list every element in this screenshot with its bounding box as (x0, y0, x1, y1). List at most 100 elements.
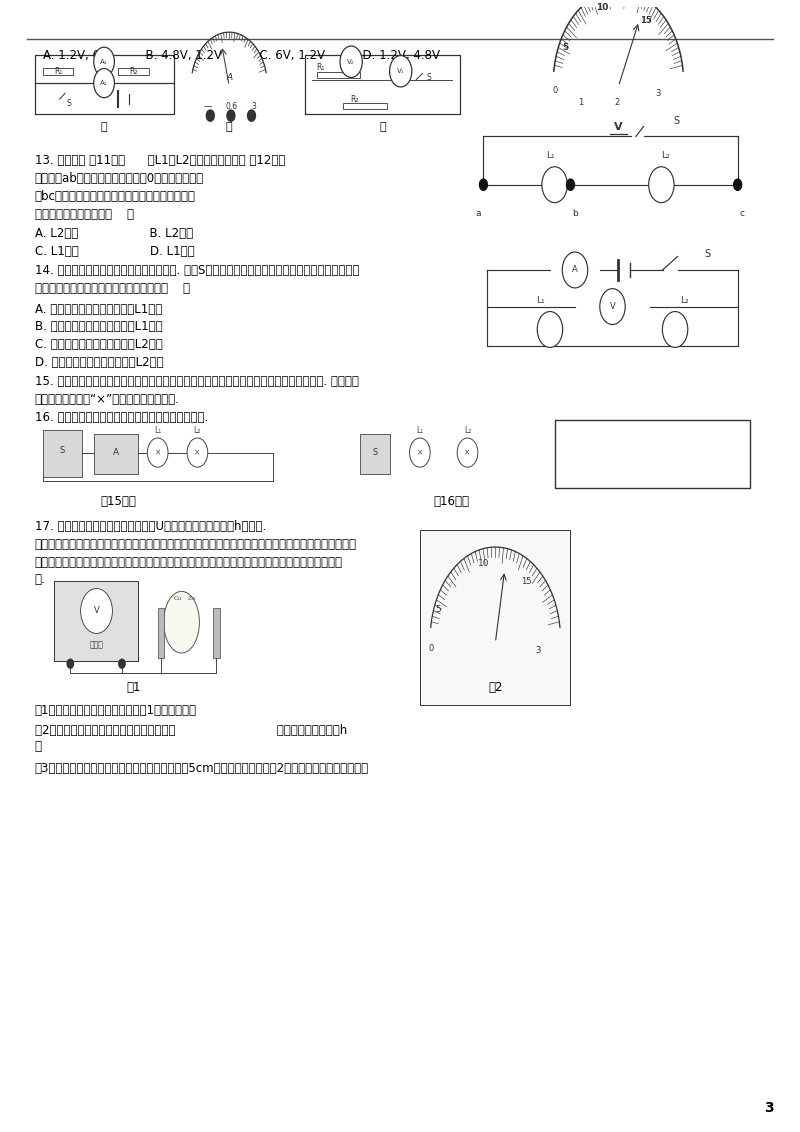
Circle shape (600, 289, 626, 325)
Text: R₂: R₂ (129, 67, 138, 76)
Text: 电压大小与电极插入苹果的深度有怎样的关系呢？本实验小组用如图所示的实验器材对该问题进行探: 电压大小与电极插入苹果的深度有怎样的关系呢？本实验小组用如图所示的实验器材对该问… (34, 556, 342, 569)
Text: （2）实验时，应保持其它条件不变，只改变                           电极插入苹果的深度h: （2）实验时，应保持其它条件不变，只改变 电极插入苹果的深度h (34, 724, 347, 737)
Text: 15. 如图所示电路，只需改变一根导线的连接，就能使电流表同时测出通过两个灯泡的电流. 在要改接: 15. 如图所示电路，只需改变一根导线的连接，就能使电流表同时测出通过两个灯泡的… (34, 376, 358, 388)
Text: D. 电流表指针发生偏转，灯泡L2断路: D. 电流表指针发生偏转，灯泡L2断路 (34, 357, 163, 369)
Text: 13. 如图所示 第11题图      ，L1和L2都不发光，将电压 第12题图: 13. 如图所示 第11题图 ，L1和L2都不发光，将电压 第12题图 (34, 154, 285, 168)
Bar (118, 68, 149, 76)
Circle shape (734, 179, 742, 190)
Circle shape (458, 438, 478, 468)
Text: V: V (94, 607, 99, 616)
Text: 16. 根据丙实物图，在答题纸方框内画出它的电路图.: 16. 根据丙实物图，在答题纸方框内画出它的电路图. (34, 411, 208, 424)
Text: L₂: L₂ (661, 151, 670, 160)
Text: 电压表: 电压表 (90, 640, 103, 649)
Bar (42, 430, 82, 478)
Text: 在bc之间时，电压表示数较大，若电路中只有一处: 在bc之间时，电压表示数较大，若电路中只有一处 (34, 190, 195, 204)
Text: ×: × (464, 448, 470, 457)
Text: L₁: L₁ (416, 426, 423, 435)
Text: a: a (476, 209, 482, 218)
Text: Cu: Cu (174, 595, 182, 601)
Text: S: S (705, 249, 710, 259)
Text: A₂: A₂ (100, 59, 108, 65)
Circle shape (649, 166, 674, 203)
Text: A₁: A₁ (100, 80, 108, 86)
Text: A: A (572, 266, 578, 274)
Text: 17. 科学探究：苹果电池的电压大小U与电极插入苹果的深度h的关系.: 17. 科学探究：苹果电池的电压大小U与电极插入苹果的深度h的关系. (34, 520, 266, 533)
Circle shape (147, 438, 168, 468)
Circle shape (187, 438, 208, 468)
Bar (94, 434, 138, 474)
Text: 3: 3 (251, 102, 257, 111)
Text: 0: 0 (553, 86, 558, 94)
Text: R₂: R₂ (350, 95, 358, 104)
Circle shape (340, 46, 362, 77)
Bar (555, 420, 750, 488)
Text: 故障，则该故障可能是（    ）: 故障，则该故障可能是（ ） (34, 208, 134, 221)
Circle shape (67, 659, 74, 668)
Bar (158, 608, 164, 658)
Text: L₂: L₂ (194, 426, 201, 435)
Text: 甲: 甲 (100, 122, 107, 132)
Text: L₂: L₂ (680, 295, 689, 305)
Bar (43, 68, 74, 76)
Text: 表并联在ab之间时，电压表示数为0，将电压表并联: 表并联在ab之间时，电压表示数为0，将电压表并联 (34, 172, 204, 186)
Text: 3: 3 (764, 1100, 774, 1115)
Text: Zn: Zn (188, 595, 196, 601)
Bar (317, 72, 361, 78)
Text: C. L1断路                   D. L1短路: C. L1断路 D. L1短路 (34, 246, 194, 258)
Text: A. 1.2V, 6V          B. 4.8V, 1.2V          C. 6V, 1.2V          D. 1.2V, 4.8V: A. 1.2V, 6V B. 4.8V, 1.2V C. 6V, 1.2V D.… (42, 49, 439, 62)
Text: c: c (740, 209, 745, 218)
Text: B. 电压表指针发生偏转，灯泡L1断路: B. 电压表指针发生偏转，灯泡L1断路 (34, 320, 162, 334)
Text: （1）请用笔画线代替导线完成如图1的实物连接；: （1）请用笔画线代替导线完成如图1的实物连接； (34, 704, 197, 717)
Text: R₁: R₁ (316, 63, 324, 72)
Text: 14. 如图，电源电压不变，两只电表均完好. 开关S闭合后，发现只有一只电表的指针发生偏转，若电: 14. 如图，电源电压不变，两只电表均完好. 开关S闭合后，发现只有一只电表的指… (34, 265, 359, 277)
Text: ×: × (417, 448, 423, 457)
Text: L₁: L₁ (154, 426, 162, 435)
Text: L₁: L₁ (536, 295, 545, 305)
Text: S: S (60, 446, 65, 455)
Circle shape (410, 438, 430, 468)
Text: 在苹果中插入铜片和锥片就能成为一个苹果电池，铜片是电池的正电极，锥片是负电极。那么苹果电池的: 在苹果中插入铜片和锥片就能成为一个苹果电池，铜片是电池的正电极，锥片是负电极。那… (34, 538, 357, 551)
Bar (360, 434, 390, 474)
Text: ×: × (194, 448, 201, 457)
Text: S: S (674, 117, 680, 127)
Text: ；: ； (34, 740, 42, 753)
Text: V₁: V₁ (397, 68, 405, 75)
Text: 3: 3 (535, 645, 540, 654)
Text: S: S (426, 72, 431, 82)
Circle shape (662, 311, 688, 348)
Text: 路中只有一个灯泡出现了故障，则可能是（    ）: 路中只有一个灯泡出现了故障，则可能是（ ） (34, 282, 190, 295)
Circle shape (538, 311, 562, 348)
Text: L₂: L₂ (464, 426, 471, 435)
Text: S: S (373, 448, 378, 457)
Text: 甲: 甲 (379, 122, 386, 132)
Text: A: A (113, 448, 118, 457)
Text: 0.6: 0.6 (225, 102, 237, 111)
Text: V: V (614, 122, 622, 131)
Circle shape (118, 659, 125, 668)
Circle shape (390, 55, 412, 87)
Text: L₁: L₁ (546, 151, 555, 160)
Circle shape (562, 252, 588, 288)
Text: 15: 15 (640, 16, 652, 25)
Circle shape (206, 110, 214, 121)
Circle shape (227, 110, 235, 121)
Text: —: — (204, 102, 213, 111)
Text: A. L2断路                   B. L2短路: A. L2断路 B. L2短路 (34, 228, 193, 240)
Text: 10: 10 (596, 2, 608, 11)
Text: 5: 5 (562, 43, 568, 52)
Bar (421, 531, 570, 705)
Circle shape (566, 179, 574, 190)
Circle shape (94, 69, 114, 97)
Circle shape (542, 166, 567, 203)
Bar (54, 581, 138, 661)
Text: R₁: R₁ (54, 67, 62, 76)
Text: 究.: 究. (34, 573, 46, 586)
Text: 第16题图: 第16题图 (434, 496, 470, 508)
Text: 乙: 乙 (226, 122, 233, 132)
Circle shape (94, 48, 114, 76)
Text: V: V (610, 302, 615, 311)
Text: V₂: V₂ (347, 59, 355, 65)
Text: 5: 5 (435, 606, 441, 614)
Text: A: A (226, 74, 232, 83)
Text: 的那根导线上打个“×”，再画出改接的导线.: 的那根导线上打个“×”，再画出改接的导线. (34, 393, 179, 406)
